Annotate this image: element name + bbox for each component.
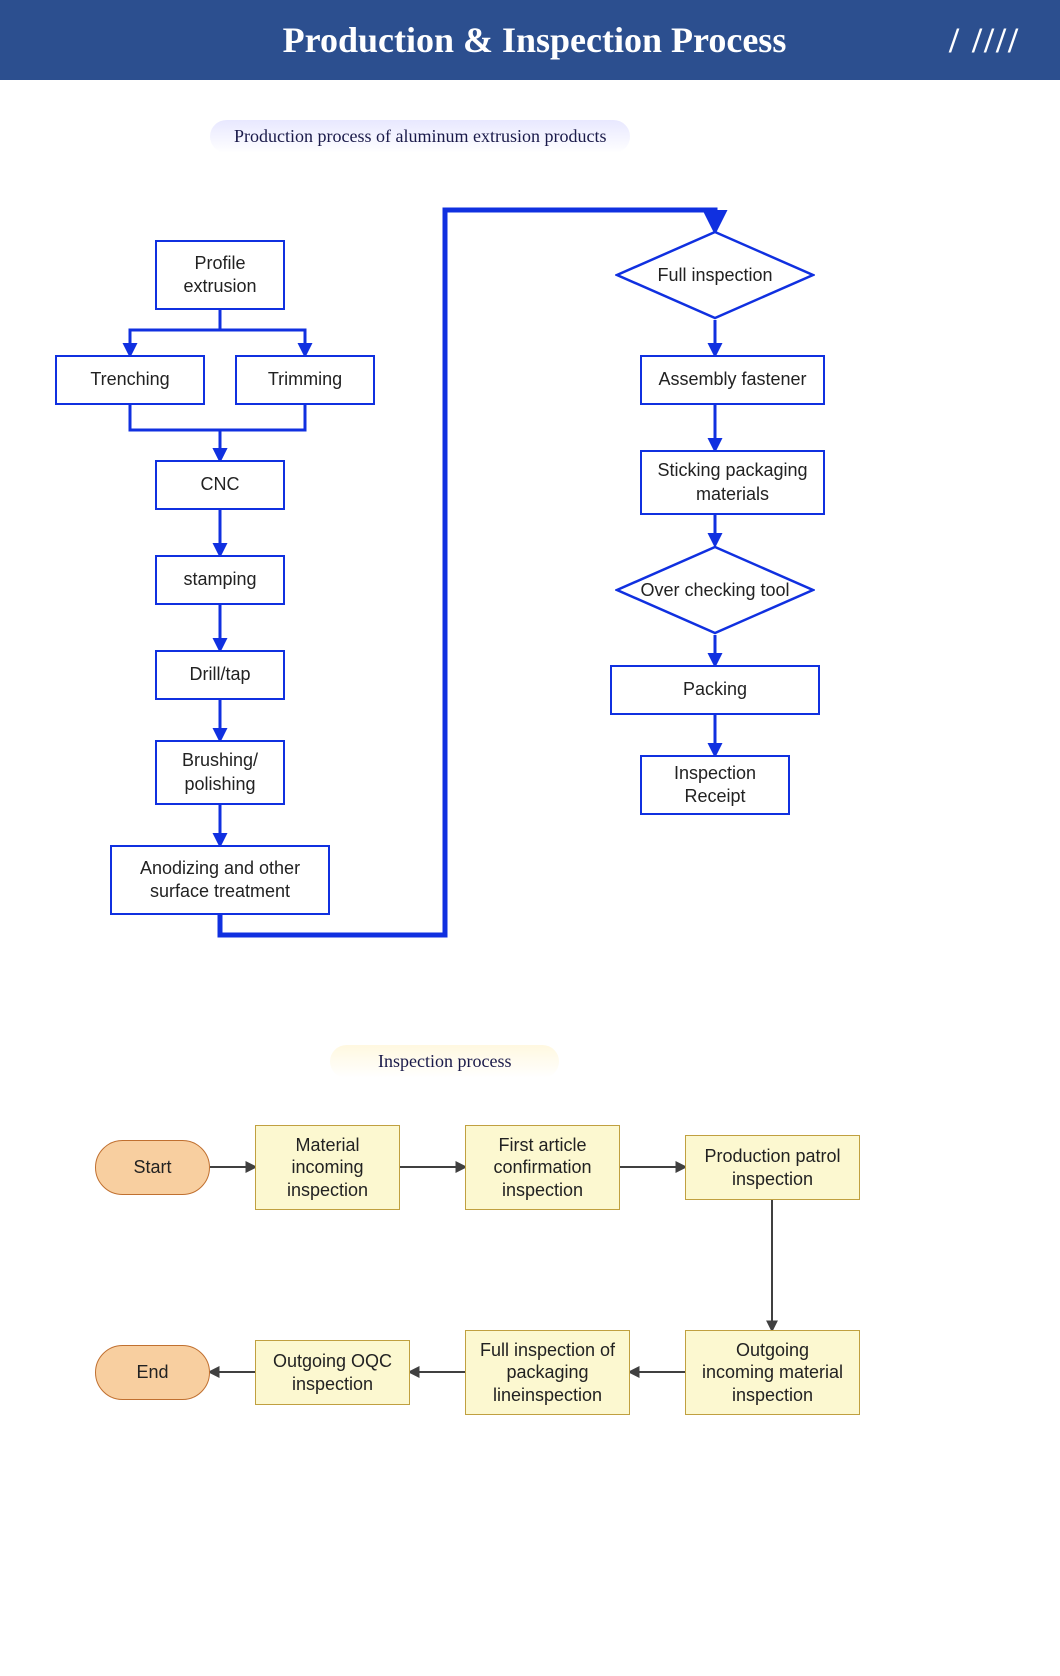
diagram-canvas: Profile extrusion Trenching Trimming CNC sta…	[0, 0, 1060, 1676]
flow-node-patrol: Production patrol inspection	[685, 1135, 860, 1200]
flow-node-label: Full inspection	[615, 230, 815, 320]
flow-node-profile: Profile extrusion	[155, 240, 285, 310]
flow-node-brush: Brushing/ polishing	[155, 740, 285, 805]
flow-node-start: Start	[95, 1140, 210, 1195]
flow-node-oqc: Outgoing OQC inspection	[255, 1340, 410, 1405]
flow-node-trimming: Trimming	[235, 355, 375, 405]
flow-node-matinc: Material incoming inspection	[255, 1125, 400, 1210]
flow-node-outinc: Outgoing incoming material inspection	[685, 1330, 860, 1415]
flow-node-cnc: CNC	[155, 460, 285, 510]
flow-node-drill: Drill/tap	[155, 650, 285, 700]
flow-node-first: First article confirmation inspection	[465, 1125, 620, 1210]
flow-node-trenching: Trenching	[55, 355, 205, 405]
flow-node-stamp: stamping	[155, 555, 285, 605]
flow-node-anod: Anodizing and other surface treatment	[110, 845, 330, 915]
flow-node-end: End	[95, 1345, 210, 1400]
flow-node-receipt: Inspection Receipt	[640, 755, 790, 815]
flow-node-fullinsp: Full inspection	[615, 230, 815, 320]
flow-node-packing: Packing	[610, 665, 820, 715]
flow-node-overcheck: Over checking tool	[615, 545, 815, 635]
flow-node-sticking: Sticking packaging materials	[640, 450, 825, 515]
flow-node-assembly: Assembly fastener	[640, 355, 825, 405]
flow-node-label: Over checking tool	[615, 545, 815, 635]
flow-node-fullpkg: Full inspection of packaging lineinspect…	[465, 1330, 630, 1415]
